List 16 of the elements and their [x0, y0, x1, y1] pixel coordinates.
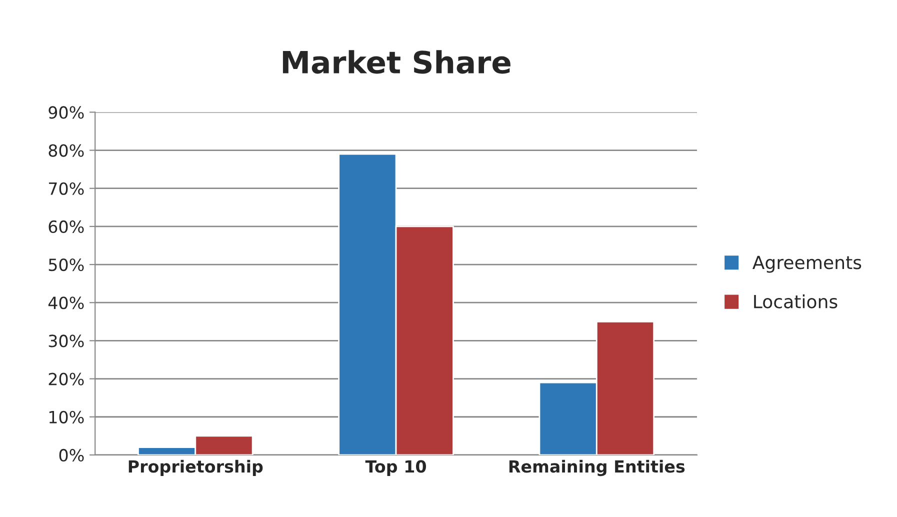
y-tick-label: 80% — [48, 144, 84, 157]
y-tick-label: 40% — [48, 296, 84, 310]
legend-label: Agreements — [752, 256, 862, 273]
x-tick-label: Proprietorship — [128, 460, 263, 476]
y-tick-label: 50% — [48, 258, 84, 272]
y-tick-label: 90% — [48, 106, 84, 119]
y-tick-label: 0% — [59, 448, 84, 462]
y-tick-label: 10% — [49, 410, 84, 424]
legend-label: Locations — [754, 294, 838, 308]
y-tick-label: 30% — [48, 334, 84, 348]
y-tick-label: 20% — [48, 372, 84, 386]
y-tick-label: 60% — [48, 220, 84, 234]
y-tick-label: 70% — [48, 182, 84, 195]
chart-title: Market Share — [282, 50, 510, 74]
x-tick-label: Top 10 — [365, 460, 426, 476]
x-tick-label: Remaining Entities — [509, 460, 685, 476]
